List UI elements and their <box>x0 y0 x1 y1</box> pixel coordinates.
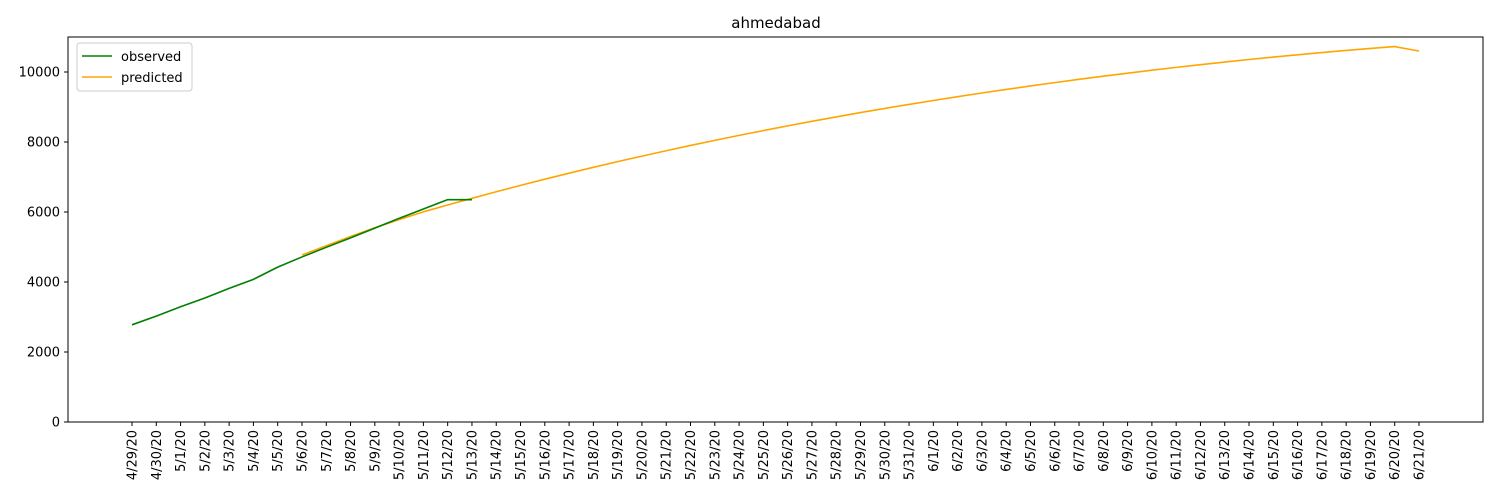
x-tick-label: 6/15/20 <box>1267 430 1282 480</box>
x-tick-label: 5/14/20 <box>490 430 505 480</box>
x-tick-label: 5/25/20 <box>757 430 772 480</box>
y-tick-label: 4000 <box>27 276 60 291</box>
legend: observed predicted <box>76 42 193 92</box>
series-line-observed <box>131 198 472 326</box>
x-tick-label: 5/5/20 <box>271 430 286 472</box>
y-tick-label: 2000 <box>27 346 60 361</box>
x-tick-label: 5/13/20 <box>465 430 480 480</box>
x-tick-label: 6/18/20 <box>1340 430 1355 480</box>
x-tick-label: 6/2/20 <box>951 430 966 472</box>
x-tick-label: 5/10/20 <box>393 430 408 480</box>
x-tick-label: 6/12/20 <box>1194 430 1209 480</box>
x-tick-label: 6/9/20 <box>1121 430 1136 472</box>
legend-frame <box>76 42 193 92</box>
x-tick-label: 4/29/20 <box>126 430 141 480</box>
x-tick-label: 6/7/20 <box>1073 430 1088 472</box>
x-tick-label: 5/26/20 <box>781 430 796 480</box>
x-tick-label: 5/30/20 <box>878 430 893 480</box>
x-tick-label: 6/8/20 <box>1097 430 1112 472</box>
x-tick-label: 5/7/20 <box>320 430 335 472</box>
axes-frame <box>67 36 1484 423</box>
x-tick-label: 6/6/20 <box>1048 430 1063 472</box>
x-tick-label: 5/27/20 <box>805 430 820 480</box>
x-tick-label: 5/2/20 <box>198 430 213 472</box>
x-tick-label: 6/19/20 <box>1364 430 1379 480</box>
x-tick-label: 5/23/20 <box>708 430 723 480</box>
x-tick-label: 6/20/20 <box>1388 430 1403 480</box>
x-tick-label: 5/8/20 <box>344 430 359 472</box>
legend-label-predicted: predicted <box>121 71 183 86</box>
x-tick-label: 5/12/20 <box>441 430 456 480</box>
x-tick-label: 6/5/20 <box>1024 430 1039 472</box>
x-tick-label: 5/31/20 <box>903 430 918 480</box>
x-tick-label: 5/21/20 <box>660 430 675 480</box>
x-tick-label: 6/11/20 <box>1170 430 1185 480</box>
y-tick-label: 6000 <box>27 206 60 221</box>
y-tick-label: 8000 <box>27 136 60 151</box>
x-tick-label: 6/14/20 <box>1243 430 1258 480</box>
x-tick-label: 5/15/20 <box>514 430 529 480</box>
x-tick-label: 5/17/20 <box>563 430 578 480</box>
x-tick-label: 5/28/20 <box>830 430 845 480</box>
x-tick-label: 5/9/20 <box>368 430 383 472</box>
x-tick-label: 6/3/20 <box>975 430 990 472</box>
chart-title: ahmedabad <box>731 14 821 32</box>
x-tick-label: 5/16/20 <box>538 430 553 480</box>
x-tick-label: 5/11/20 <box>417 430 432 480</box>
x-tick-label: 5/24/20 <box>733 430 748 480</box>
x-tick-label: 6/4/20 <box>1000 430 1015 472</box>
x-tick-label: 5/22/20 <box>684 430 699 480</box>
plot-area: 0 2000 4000 6000 8000 10000 4/29/20 4/30/20 5/1/… <box>19 36 1484 480</box>
x-tick-label: 5/20/20 <box>635 430 650 480</box>
x-tick-label: 5/4/20 <box>247 430 262 472</box>
y-tick-label: 10000 <box>19 66 60 81</box>
x-tick-label: 6/13/20 <box>1218 430 1233 480</box>
x-tick-label: 5/19/20 <box>611 430 626 480</box>
x-tick-label: 6/1/20 <box>927 430 942 472</box>
series-line-predicted <box>301 45 1420 256</box>
x-tick-label: 5/6/20 <box>295 430 310 472</box>
y-tick-label: 0 <box>52 416 60 431</box>
x-tick-label: 6/17/20 <box>1315 430 1330 480</box>
x-tick-label: 5/29/20 <box>854 430 869 480</box>
x-tick-label: 4/30/20 <box>150 430 165 480</box>
x-tick-label: 5/1/20 <box>174 430 189 472</box>
legend-label-observed: observed <box>121 50 181 65</box>
x-tick-label: 6/10/20 <box>1145 430 1160 480</box>
x-tick-label: 6/21/20 <box>1413 430 1428 480</box>
x-tick-label: 5/18/20 <box>587 430 602 480</box>
x-tick-label: 6/16/20 <box>1291 430 1306 480</box>
x-tick-label: 5/3/20 <box>223 430 238 472</box>
